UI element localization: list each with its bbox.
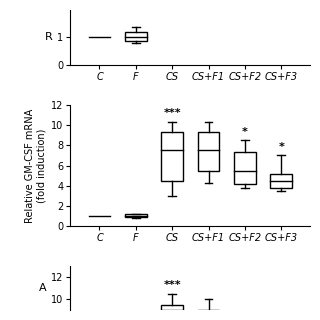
Bar <box>234 152 256 184</box>
Text: ***: *** <box>164 108 181 118</box>
Bar <box>125 32 147 41</box>
Text: *: * <box>278 142 284 152</box>
Bar <box>125 214 147 218</box>
Bar <box>270 173 292 188</box>
Bar <box>161 305 183 316</box>
Text: *: * <box>242 127 248 137</box>
Y-axis label: Relative GM-CSF mRNA
(fold induction): Relative GM-CSF mRNA (fold induction) <box>25 108 47 223</box>
Bar <box>161 132 183 180</box>
Bar <box>198 310 220 320</box>
Y-axis label: R: R <box>45 32 53 42</box>
Bar <box>198 132 220 171</box>
Text: ***: *** <box>164 280 181 290</box>
Y-axis label: A: A <box>39 284 46 293</box>
